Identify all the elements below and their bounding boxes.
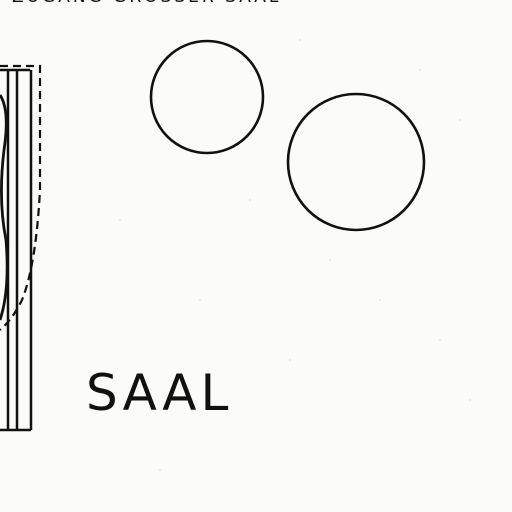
plan-header-text: ZUGANG GROSSER SAAL — [12, 0, 281, 7]
paper-texture — [119, 39, 471, 471]
curved-stair-line — [0, 94, 9, 321]
column-circle-large — [286, 92, 426, 232]
column-circle-small — [149, 39, 265, 155]
room-label: SAAL — [86, 364, 233, 422]
dashed-outline — [0, 64, 42, 331]
wall-strips — [0, 68, 33, 432]
